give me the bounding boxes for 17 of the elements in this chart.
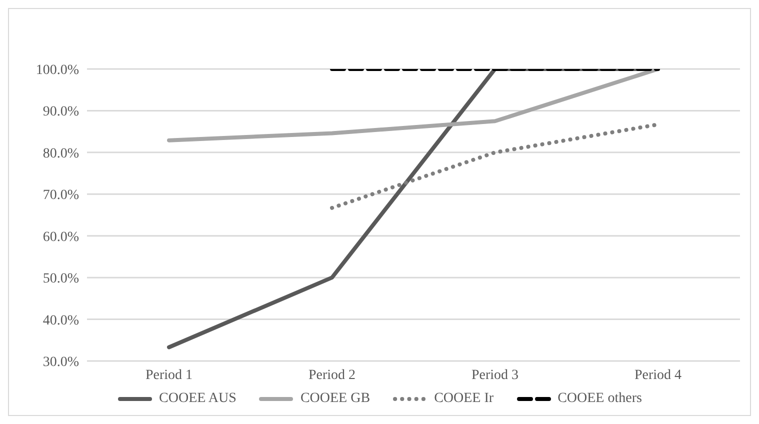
y-tick-label: 90.0%	[42, 104, 80, 120]
y-tick-label: 100.0%	[36, 62, 80, 78]
y-tick-label: 60.0%	[42, 230, 80, 245]
x-tick-label: Period 4	[634, 368, 682, 383]
legend-label: COOEE Ir	[433, 391, 494, 407]
legend-label: COOEE others	[556, 391, 642, 407]
legend-label: COOEE AUS	[158, 391, 236, 407]
y-tick-label: 70.0%	[42, 188, 80, 204]
line-series	[167, 69, 660, 142]
y-tick-label: 30.0%	[42, 354, 80, 370]
legend-label: COOEE GB	[299, 391, 370, 407]
y-tick-label: 50.0%	[42, 272, 80, 287]
x-tick-label: Period 1	[145, 368, 193, 383]
x-tick-label: Period 3	[471, 368, 519, 383]
x-tick-label: Period 2	[308, 368, 356, 383]
y-tick-label: 40.0%	[42, 313, 80, 328]
y-tick-label: 80.0%	[42, 146, 80, 162]
